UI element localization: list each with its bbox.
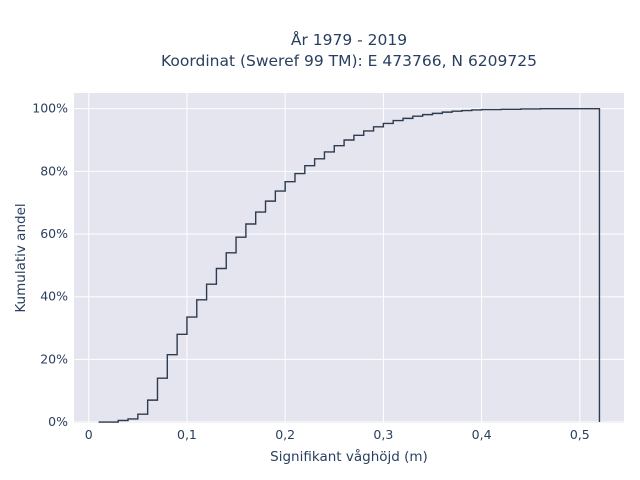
y-tick-label: 100% — [32, 101, 68, 116]
x-tick-label: 0 — [85, 427, 93, 442]
x-tick-label: 0,2 — [275, 427, 295, 442]
y-tick-labels: 0% 20% 40% 60% 80% 100% — [32, 101, 68, 429]
grid-lines — [74, 93, 624, 423]
ecdf-step-line — [98, 107, 601, 423]
x-tick-label: 0,5 — [570, 427, 590, 442]
y-tick-label: 40% — [40, 289, 68, 304]
plot-area — [74, 93, 624, 423]
y-tick-label: 60% — [40, 226, 68, 241]
y-axis-title: Kumulativ andel — [13, 203, 29, 312]
x-tick-label: 0,3 — [373, 427, 393, 442]
x-tick-label: 0,4 — [472, 427, 492, 442]
x-tick-labels: 0 0,1 0,2 0,3 0,4 0,5 — [85, 427, 590, 442]
x-tick-label: 0,1 — [177, 427, 197, 442]
y-tick-label: 80% — [40, 163, 68, 178]
y-tick-label: 20% — [40, 351, 68, 366]
chart-title-line-1: År 1979 - 2019 — [291, 30, 407, 49]
chart-title-line-2: Koordinat (Sweref 99 TM): E 473766, N 62… — [161, 52, 537, 70]
series-layer — [98, 107, 601, 423]
y-tick-label: 0% — [48, 414, 68, 429]
x-axis-title: Signifikant våghöjd (m) — [270, 448, 428, 465]
